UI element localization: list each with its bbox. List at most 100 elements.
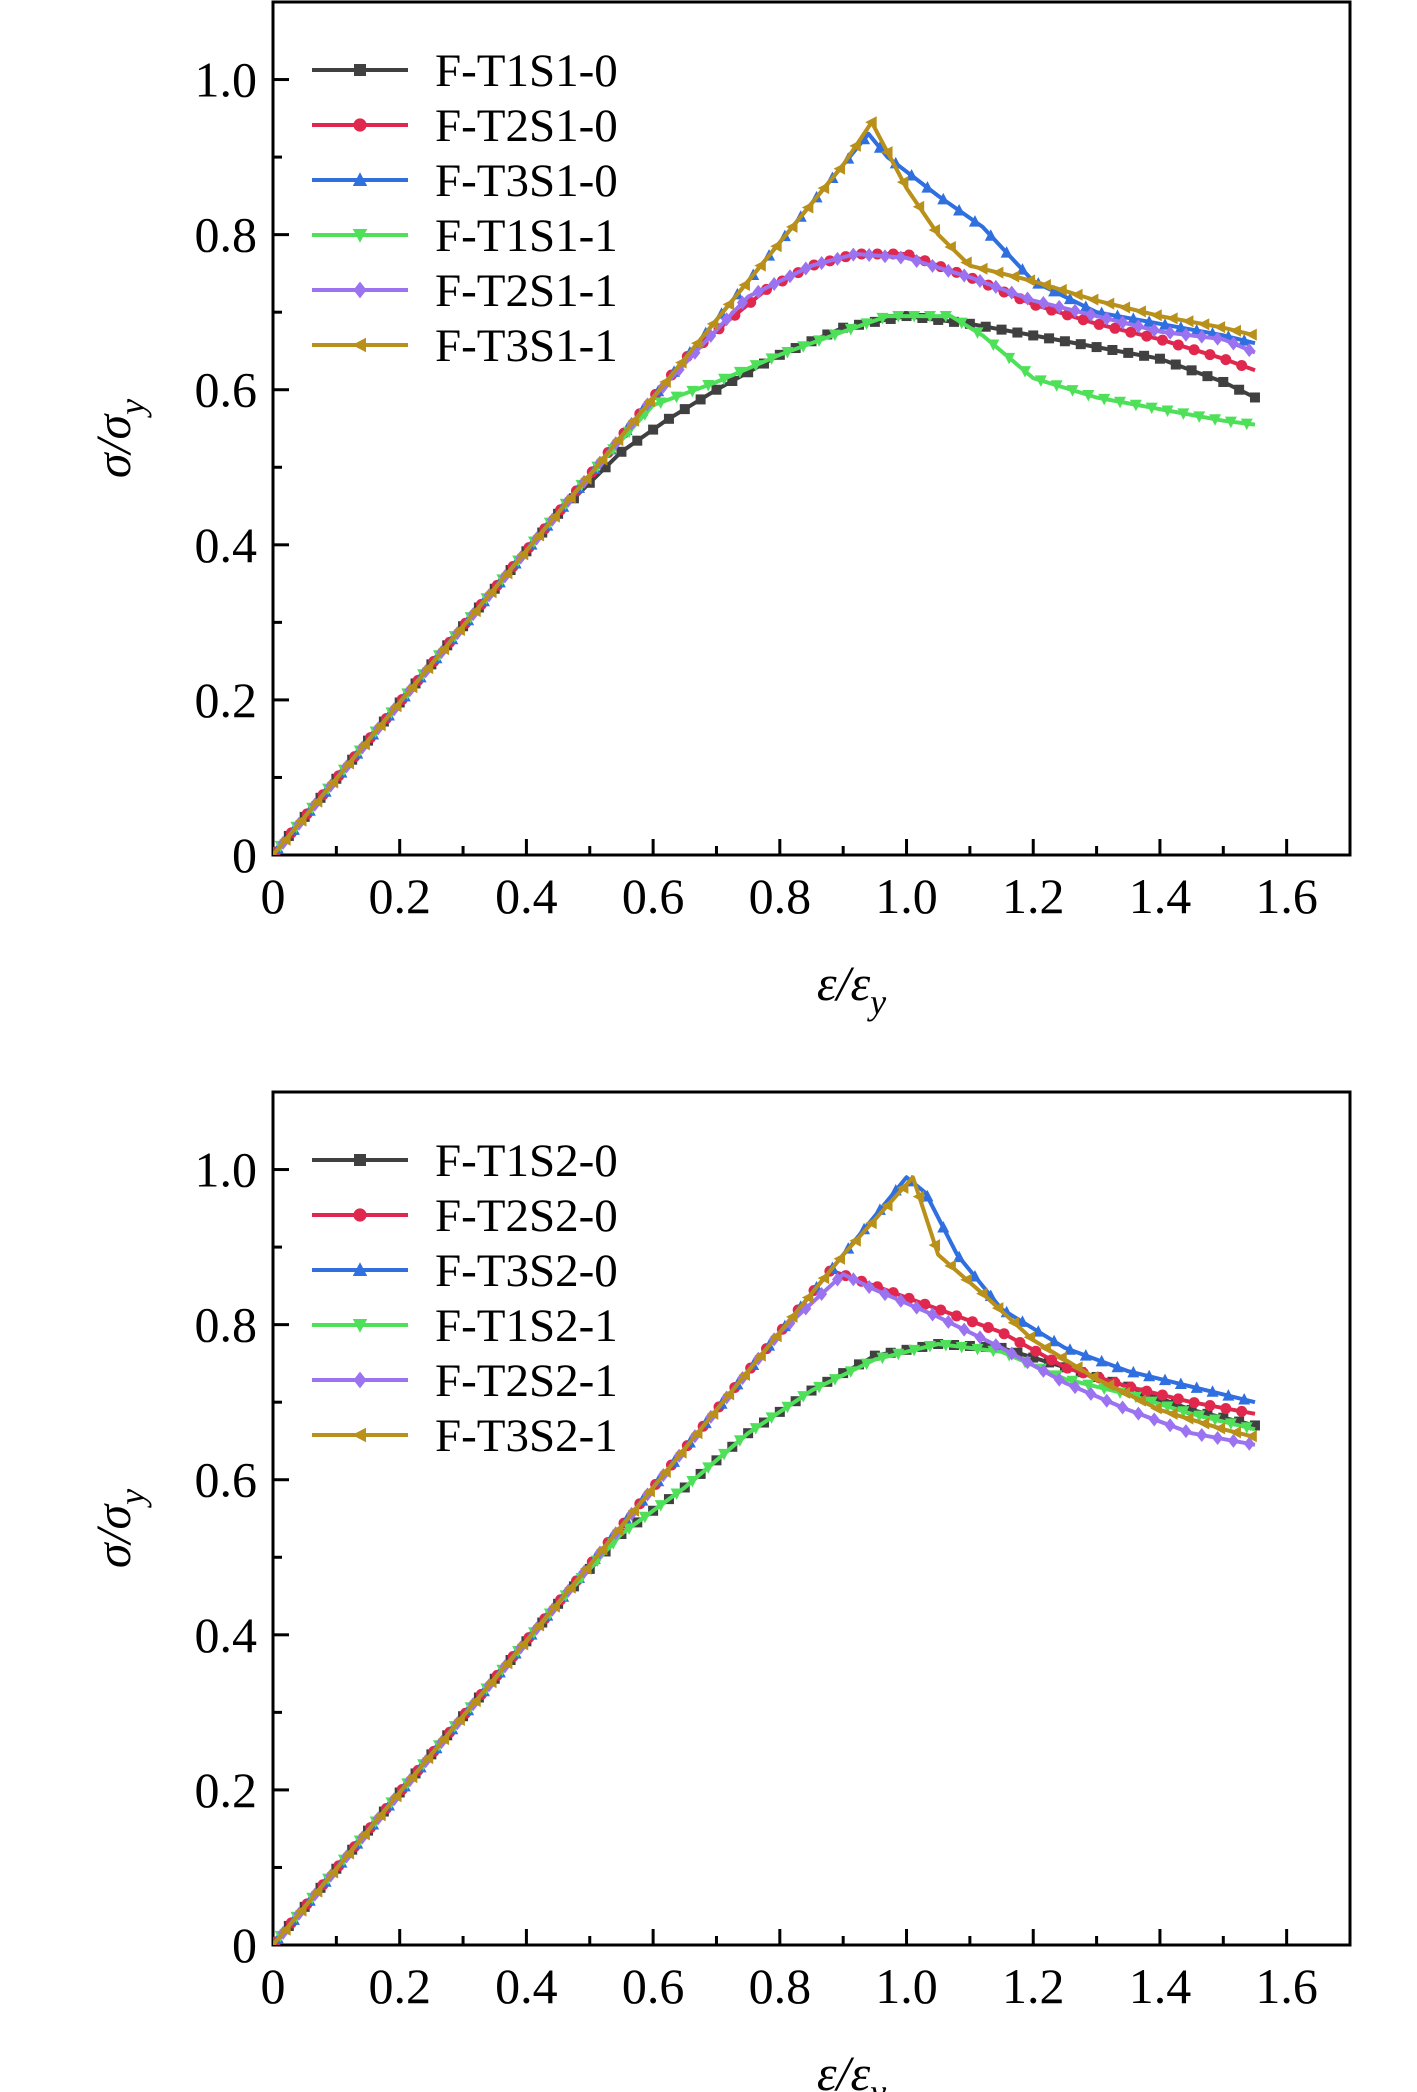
data-point-marker — [1044, 333, 1055, 344]
data-point-marker — [1111, 1360, 1124, 1373]
data-point-marker — [749, 1423, 762, 1435]
legend-label: F-T3S1-1 — [435, 320, 618, 372]
data-point-marker — [849, 1234, 861, 1247]
data-point-marker — [942, 263, 954, 278]
series-F-T3S1-1 — [273, 116, 1257, 855]
data-point-marker — [485, 1676, 497, 1689]
x-tick-label: 1.4 — [1129, 1958, 1192, 2014]
data-point-marker — [279, 1923, 291, 1936]
data-point-marker — [390, 700, 402, 713]
data-point-marker — [1220, 1402, 1232, 1414]
data-point-marker — [984, 229, 997, 241]
legend-bottom: F-T1S2-0F-T2S2-0F-T3S2-0F-T1S2-1F-T2S2-1… — [312, 1135, 618, 1462]
data-point-marker — [1139, 350, 1150, 361]
legend-label: F-T1S2-0 — [435, 1135, 618, 1187]
legend-item: F-T3S2-0 — [312, 1245, 618, 1297]
data-point-marker — [1016, 263, 1029, 275]
data-point-marker — [781, 347, 794, 359]
data-point-marker — [1028, 1352, 1039, 1363]
data-point-marker — [1109, 322, 1121, 334]
data-point-marker — [1046, 1354, 1058, 1366]
legend-item: F-T3S1-0 — [312, 155, 618, 207]
data-point-marker — [663, 413, 674, 424]
y-tick-label: 0.6 — [195, 1452, 258, 1508]
data-point-marker — [1071, 1361, 1083, 1374]
data-point-marker — [1204, 1400, 1216, 1412]
data-point-marker — [638, 1511, 651, 1524]
data-point-marker — [532, 1619, 545, 1632]
data-point-marker — [953, 1250, 966, 1263]
data-point-marker — [1069, 303, 1081, 318]
data-point-marker — [896, 1181, 909, 1194]
data-point-marker — [1234, 384, 1245, 395]
legend-marker — [352, 1262, 368, 1276]
data-point-marker — [1224, 1418, 1237, 1430]
data-point-marker — [1150, 309, 1162, 322]
data-point-marker — [879, 249, 891, 264]
data-point-marker — [1212, 331, 1224, 346]
data-point-marker — [1174, 1377, 1187, 1390]
data-point-marker — [1069, 1380, 1081, 1395]
data-point-marker — [1127, 1365, 1140, 1378]
data-point-marker — [738, 1369, 750, 1382]
data-point-marker — [1243, 343, 1255, 358]
legend-label: F-T2S1-1 — [435, 265, 618, 317]
data-point-marker — [718, 373, 731, 386]
legend-label: F-T1S1-1 — [435, 210, 618, 262]
data-point-marker — [781, 1401, 794, 1414]
data-point-marker — [675, 1446, 687, 1459]
data-point-marker — [1018, 366, 1031, 378]
legend-item: F-T1S1-1 — [312, 210, 618, 262]
data-point-marker — [1196, 329, 1208, 344]
data-point-marker — [849, 139, 861, 152]
data-point-marker — [1079, 1349, 1092, 1361]
data-point-marker — [702, 1462, 715, 1474]
series-F-T1S1-0 — [273, 311, 1260, 855]
y-axis-label: σ/σy — [85, 399, 152, 478]
data-point-marker — [1061, 309, 1073, 321]
data-point-marker — [974, 274, 986, 289]
y-tick-label: 0 — [232, 1917, 257, 1973]
data-point-marker — [405, 681, 418, 694]
data-point-marker — [1177, 408, 1190, 420]
data-point-marker — [921, 1190, 934, 1202]
data-point-marker — [1218, 376, 1229, 387]
data-point-marker — [722, 1388, 735, 1401]
data-point-marker — [1012, 1347, 1023, 1358]
data-point-marker — [854, 1359, 865, 1370]
series-F-T3S1-0 — [273, 131, 1256, 855]
data-point-marker — [911, 1300, 923, 1315]
data-point-marker — [358, 738, 370, 751]
y-tick-label: 0.4 — [195, 1607, 258, 1663]
data-point-marker — [722, 298, 735, 311]
data-point-marker — [921, 181, 934, 193]
data-point-marker — [1048, 284, 1061, 297]
data-point-marker — [1091, 342, 1102, 353]
data-point-marker — [1188, 344, 1200, 356]
data-point-marker — [1053, 1372, 1065, 1387]
data-point-marker — [374, 719, 386, 732]
data-point-marker — [1039, 279, 1051, 292]
data-point-marker — [1039, 1341, 1051, 1354]
data-point-marker — [754, 1349, 766, 1362]
data-point-marker — [1206, 1385, 1219, 1397]
y-tick-label: 0.8 — [195, 1297, 258, 1353]
y-tick-label: 0 — [232, 827, 257, 883]
data-point-marker — [1156, 334, 1168, 346]
data-point-marker — [1037, 1363, 1049, 1378]
data-point-marker — [711, 384, 722, 395]
data-point-marker — [1129, 399, 1142, 412]
data-point-marker — [738, 279, 750, 292]
data-point-marker — [974, 1330, 986, 1345]
data-point-marker — [1077, 314, 1089, 326]
data-point-marker — [1101, 311, 1113, 326]
data-point-marker — [908, 1344, 921, 1357]
legend-item: F-T2S1-1 — [312, 265, 618, 317]
legend-marker — [353, 118, 367, 132]
data-point-marker — [911, 254, 923, 269]
data-point-marker — [1028, 330, 1039, 341]
data-point-marker — [564, 491, 576, 504]
data-point-marker — [358, 1828, 370, 1841]
data-point-marker — [1141, 1385, 1153, 1397]
data-point-marker — [966, 1316, 978, 1328]
